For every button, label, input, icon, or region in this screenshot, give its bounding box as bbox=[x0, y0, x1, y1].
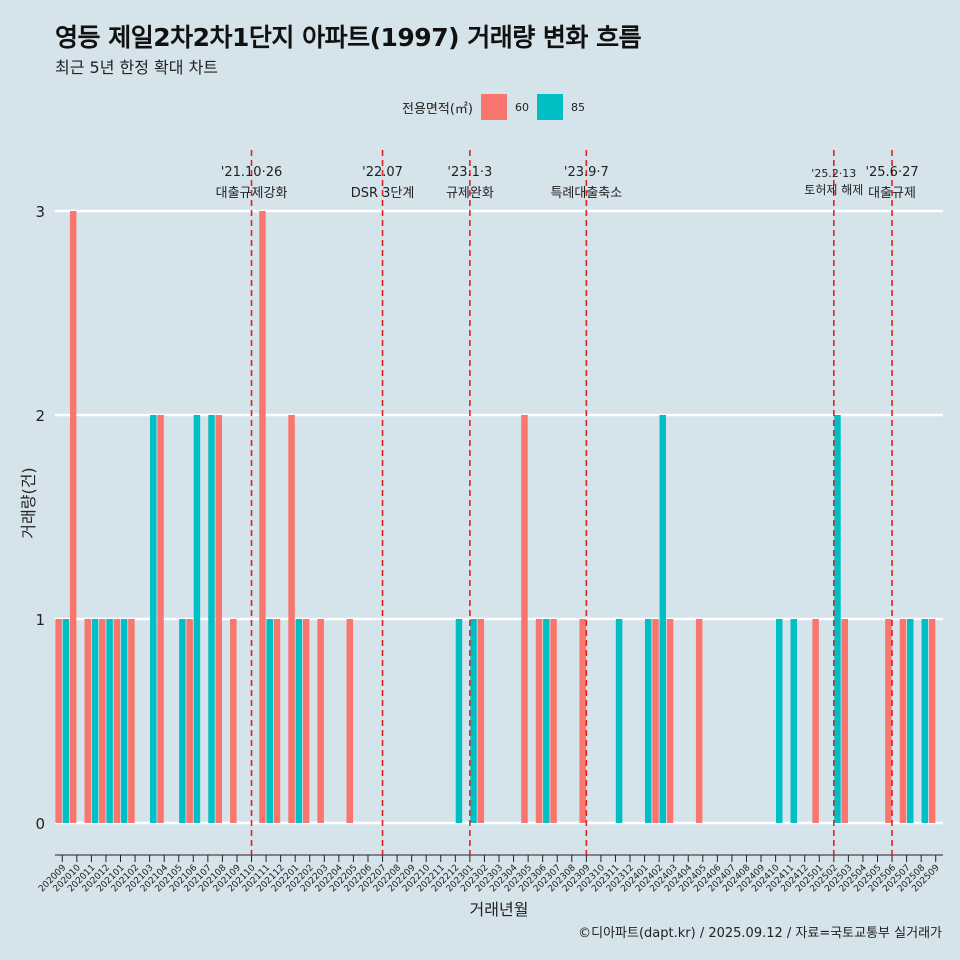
event-date-label: '21.10·26 bbox=[221, 165, 282, 180]
bar-85-202212 bbox=[455, 619, 463, 823]
bar-60-202106 bbox=[186, 619, 193, 823]
bar-60-202201 bbox=[288, 415, 295, 823]
bar-60-202306 bbox=[535, 619, 543, 823]
bar-85-202311 bbox=[615, 619, 623, 823]
bar-60-202307 bbox=[550, 619, 557, 823]
bar-60-202109 bbox=[230, 619, 237, 823]
bar-60-202509 bbox=[928, 619, 936, 823]
bar-60-202501 bbox=[812, 619, 819, 823]
bar-60-202405 bbox=[695, 619, 703, 823]
y-tick-label: 1 bbox=[35, 611, 45, 629]
bar-85-202106 bbox=[193, 415, 201, 823]
bar-60-202112 bbox=[273, 619, 281, 823]
event-date-label: '22.07 bbox=[362, 165, 403, 180]
bar-85-202411 bbox=[790, 619, 798, 823]
bar-60-202402 bbox=[652, 619, 659, 823]
bar-60-202202 bbox=[302, 619, 310, 823]
bar-85-202107 bbox=[208, 415, 215, 823]
event-label: 대출규제강화 bbox=[216, 186, 288, 201]
bar-85-202306 bbox=[543, 619, 550, 823]
bar-85-202103 bbox=[150, 415, 157, 823]
bar-60-202302 bbox=[477, 619, 485, 823]
bar-60-202012 bbox=[99, 619, 106, 823]
bar-85-202011 bbox=[91, 619, 99, 823]
y-axis-title: 거래량(건) bbox=[19, 467, 38, 538]
bar-60-202203 bbox=[317, 619, 324, 823]
bar-60-202101 bbox=[113, 619, 121, 823]
chart-title: 영등 제일2차2차1단지 아파트(1997) 거래량 변화 흐름 bbox=[55, 23, 642, 52]
bar-85-202402 bbox=[659, 415, 667, 823]
bar-60-202104 bbox=[157, 415, 164, 823]
event-date-label: '25.6·27 bbox=[865, 165, 918, 180]
bar-60-202010 bbox=[69, 211, 77, 823]
bar-85-202401 bbox=[644, 619, 652, 823]
chart-subtitle: 최근 5년 한정 확대 차트 bbox=[55, 58, 219, 77]
legend: 전용면적(㎡) 60 85 bbox=[402, 93, 585, 121]
bar-60-202111 bbox=[259, 211, 266, 823]
bar-85-202009 bbox=[62, 619, 70, 823]
bar-85-202101 bbox=[120, 619, 128, 823]
event-date-label: '25.2·13 bbox=[811, 167, 856, 180]
bar-85-202201 bbox=[295, 619, 303, 823]
legend-key-85 bbox=[536, 94, 563, 120]
y-tick-label: 3 bbox=[35, 203, 45, 221]
bar-85-202111 bbox=[266, 619, 273, 823]
source-caption: ©디아파트(dapt.kr) / 2025.09.12 / 자료=국토교통부 실… bbox=[578, 926, 942, 941]
bar-60-202305 bbox=[521, 415, 528, 823]
event-label: DSR 3단계 bbox=[351, 186, 415, 201]
y-tick-label: 2 bbox=[35, 407, 45, 425]
y-tick-label: 0 bbox=[35, 815, 45, 833]
bar-85-202410 bbox=[775, 619, 783, 823]
bar-85-202507 bbox=[907, 619, 914, 823]
bar-60-202507 bbox=[899, 619, 907, 823]
bar-85-202301 bbox=[470, 619, 477, 823]
legend-key-60 bbox=[480, 94, 507, 120]
event-label: 대출규제 bbox=[868, 186, 916, 201]
bar-60-202011 bbox=[84, 619, 91, 823]
event-label: 규제완화 bbox=[446, 186, 494, 201]
bar-60-202205 bbox=[346, 619, 354, 823]
event-label: 특례대출축소 bbox=[550, 186, 622, 201]
bar-60-202009 bbox=[55, 619, 62, 823]
bar-60-202403 bbox=[666, 619, 674, 823]
legend-label-85: 85 bbox=[570, 100, 585, 114]
bar-60-202506 bbox=[885, 619, 892, 823]
event-label: 토허제 해제 bbox=[804, 183, 863, 197]
x-axis-title: 거래년월 bbox=[470, 900, 529, 919]
bar-60-202309 bbox=[579, 619, 586, 823]
bar-85-202012 bbox=[106, 619, 113, 823]
bar-60-202503 bbox=[841, 619, 848, 823]
event-date-label: '23.1·3 bbox=[447, 165, 492, 180]
bar-85-202105 bbox=[179, 619, 186, 823]
legend-title: 전용면적(㎡) bbox=[402, 101, 473, 117]
legend-label-60: 60 bbox=[514, 100, 529, 114]
bar-60-202108 bbox=[215, 415, 223, 823]
event-date-label: '23.9·7 bbox=[564, 165, 609, 180]
bar-60-202102 bbox=[128, 619, 135, 823]
bar-85-202508 bbox=[921, 619, 929, 823]
bar-85-202502 bbox=[834, 415, 841, 823]
